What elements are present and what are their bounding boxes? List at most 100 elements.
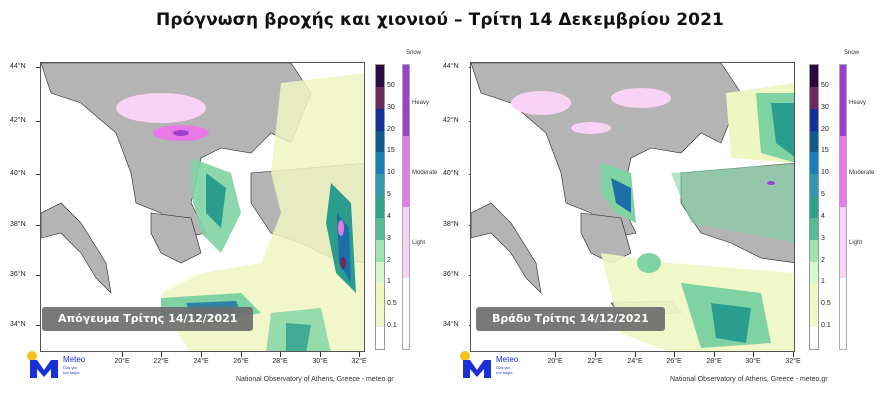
colorbar-segment [810,261,818,284]
colorbar-tick-label: 0.1 [387,322,397,330]
snow-label-moderate: Moderate [849,170,875,176]
colorbar-tick-label: 5 [821,191,825,199]
colorbar-segment [376,261,384,284]
lat-label: 44°N [10,63,44,70]
time-caption: Βράδυ Τρίτης 14/12/2021 [476,307,665,331]
colorbar-segment [376,86,384,109]
snow-colorbar [839,64,847,350]
logo-tagline-1: Όλα για [496,365,510,370]
colorbar-segment [376,305,384,328]
map-canvas [41,63,364,351]
meteo-logo-icon [460,351,491,378]
lon-label: 24°E [627,358,643,365]
lat-label: 38°N [443,221,477,228]
logo-name: Meteo [63,355,86,364]
snow-label-heavy: Heavy [849,100,867,106]
colorbar-tick-label: 2 [387,256,391,264]
lat-label: 34°N [443,321,477,328]
map-canvas [471,63,794,351]
colorbar-segment [810,305,818,328]
colorbar-segment [810,108,818,131]
colorbar-segment [810,196,818,218]
colorbar-segment [376,174,384,197]
logo-tagline-1: Όλα για [63,365,77,370]
lon-label: 30°E [312,358,328,365]
colorbar-segment [810,217,818,240]
snow-label-light: Light [849,240,863,246]
colorbar-tick-label: 0.1 [821,322,831,330]
page-title: Πρόγνωση βροχής και χιονιού – Τρίτη 14 Δ… [156,10,724,30]
colorbar-segment [376,108,384,131]
colorbar-tick-label: 30 [387,103,395,111]
colorbar-tick-label: 10 [387,169,395,177]
forecast-panel-evening: 44°N 42°N 40°N 38°N 36°N 34°N [440,50,880,400]
colorbar-segment [810,86,818,109]
lon-label: 26°E [666,358,682,365]
colorbar-tick-label: 1 [387,278,391,286]
colorbar-tick-label: 50 [821,81,829,89]
snow-colorbar-segment [840,136,846,207]
snow-label-heavy: Heavy [412,100,430,106]
meteo-logo-icon [27,351,58,378]
snow-colorbar-segment [840,207,846,278]
lon-label: 24°E [193,358,209,365]
time-caption: Απόγευμα Τρίτης 14/12/2021 [42,307,254,331]
colorbar-segment [810,327,818,349]
meteo-logo[interactable]: Meteo Όλα για τον καιρό [458,350,528,382]
lon-label: 28°E [272,358,288,365]
snow-label-light: Light [412,240,426,246]
colorbar-tick-label: 15 [821,147,829,155]
lon-label: 22°E [153,358,169,365]
colorbar-tick-label: 20 [387,125,395,133]
snow-colorbar-segment [403,136,409,207]
snow-colorbar-segment [840,278,846,349]
colorbar-segment [376,65,384,87]
colorbar-tick-label: 5 [387,191,391,199]
colorbar-tick-label: 30 [821,103,829,111]
lat-label: 42°N [443,117,477,124]
colorbar-tick-label: 0.5 [387,300,397,308]
forecast-panel-afternoon: 44°N 42°N 40°N 38°N 36°N 34°N [0,50,440,400]
colorbar-segment [810,130,818,153]
lon-label: 20°E [114,358,130,365]
colorbar-segment [376,283,384,306]
lon-label: 30°E [745,358,761,365]
snow-legend-title: Snow [844,50,860,56]
colorbar-segment [376,217,384,240]
rain-colorbar [375,64,385,350]
snow-legend-title: Snow [406,50,422,56]
precipitation-map [470,62,795,352]
lat-label: 38°N [10,221,44,228]
colorbar-tick-label: 2 [821,256,825,264]
lon-label: 20°E [547,358,563,365]
snow-colorbar-segment [403,278,409,349]
snow-colorbar-segment [840,65,846,136]
meteo-logo[interactable]: Meteo Όλα για τον καιρό [25,350,95,382]
colorbar-tick-label: 0.5 [821,300,831,308]
lat-label: 36°N [10,271,44,278]
lat-label: 44°N [443,63,477,70]
colorbar-segment [810,174,818,197]
colorbar-segment [810,152,818,175]
logo-name: Meteo [496,355,519,364]
snow-colorbar-segment [403,207,409,278]
colorbar-tick-label: 50 [387,81,395,89]
snow-label-moderate: Moderate [412,170,438,176]
lat-label: 36°N [443,271,477,278]
precipitation-map [40,62,365,352]
colorbar-tick-label: 20 [821,125,829,133]
colorbar-segment [376,239,384,262]
colorbar-tick-label: 15 [387,147,395,155]
colorbar-tick-label: 3 [821,234,825,242]
colorbar-segment [810,65,818,87]
colorbar-segment [376,152,384,175]
colorbar-tick-label: 3 [387,234,391,242]
lon-label: 22°E [587,358,603,365]
colorbar-segment [376,327,384,349]
colorbar-segment [810,239,818,262]
colorbar-segment [376,196,384,218]
colorbar-tick-label: 1 [821,278,825,286]
lon-label: 26°E [233,358,249,365]
rain-colorbar [809,64,819,350]
lat-label: 40°N [443,170,477,177]
